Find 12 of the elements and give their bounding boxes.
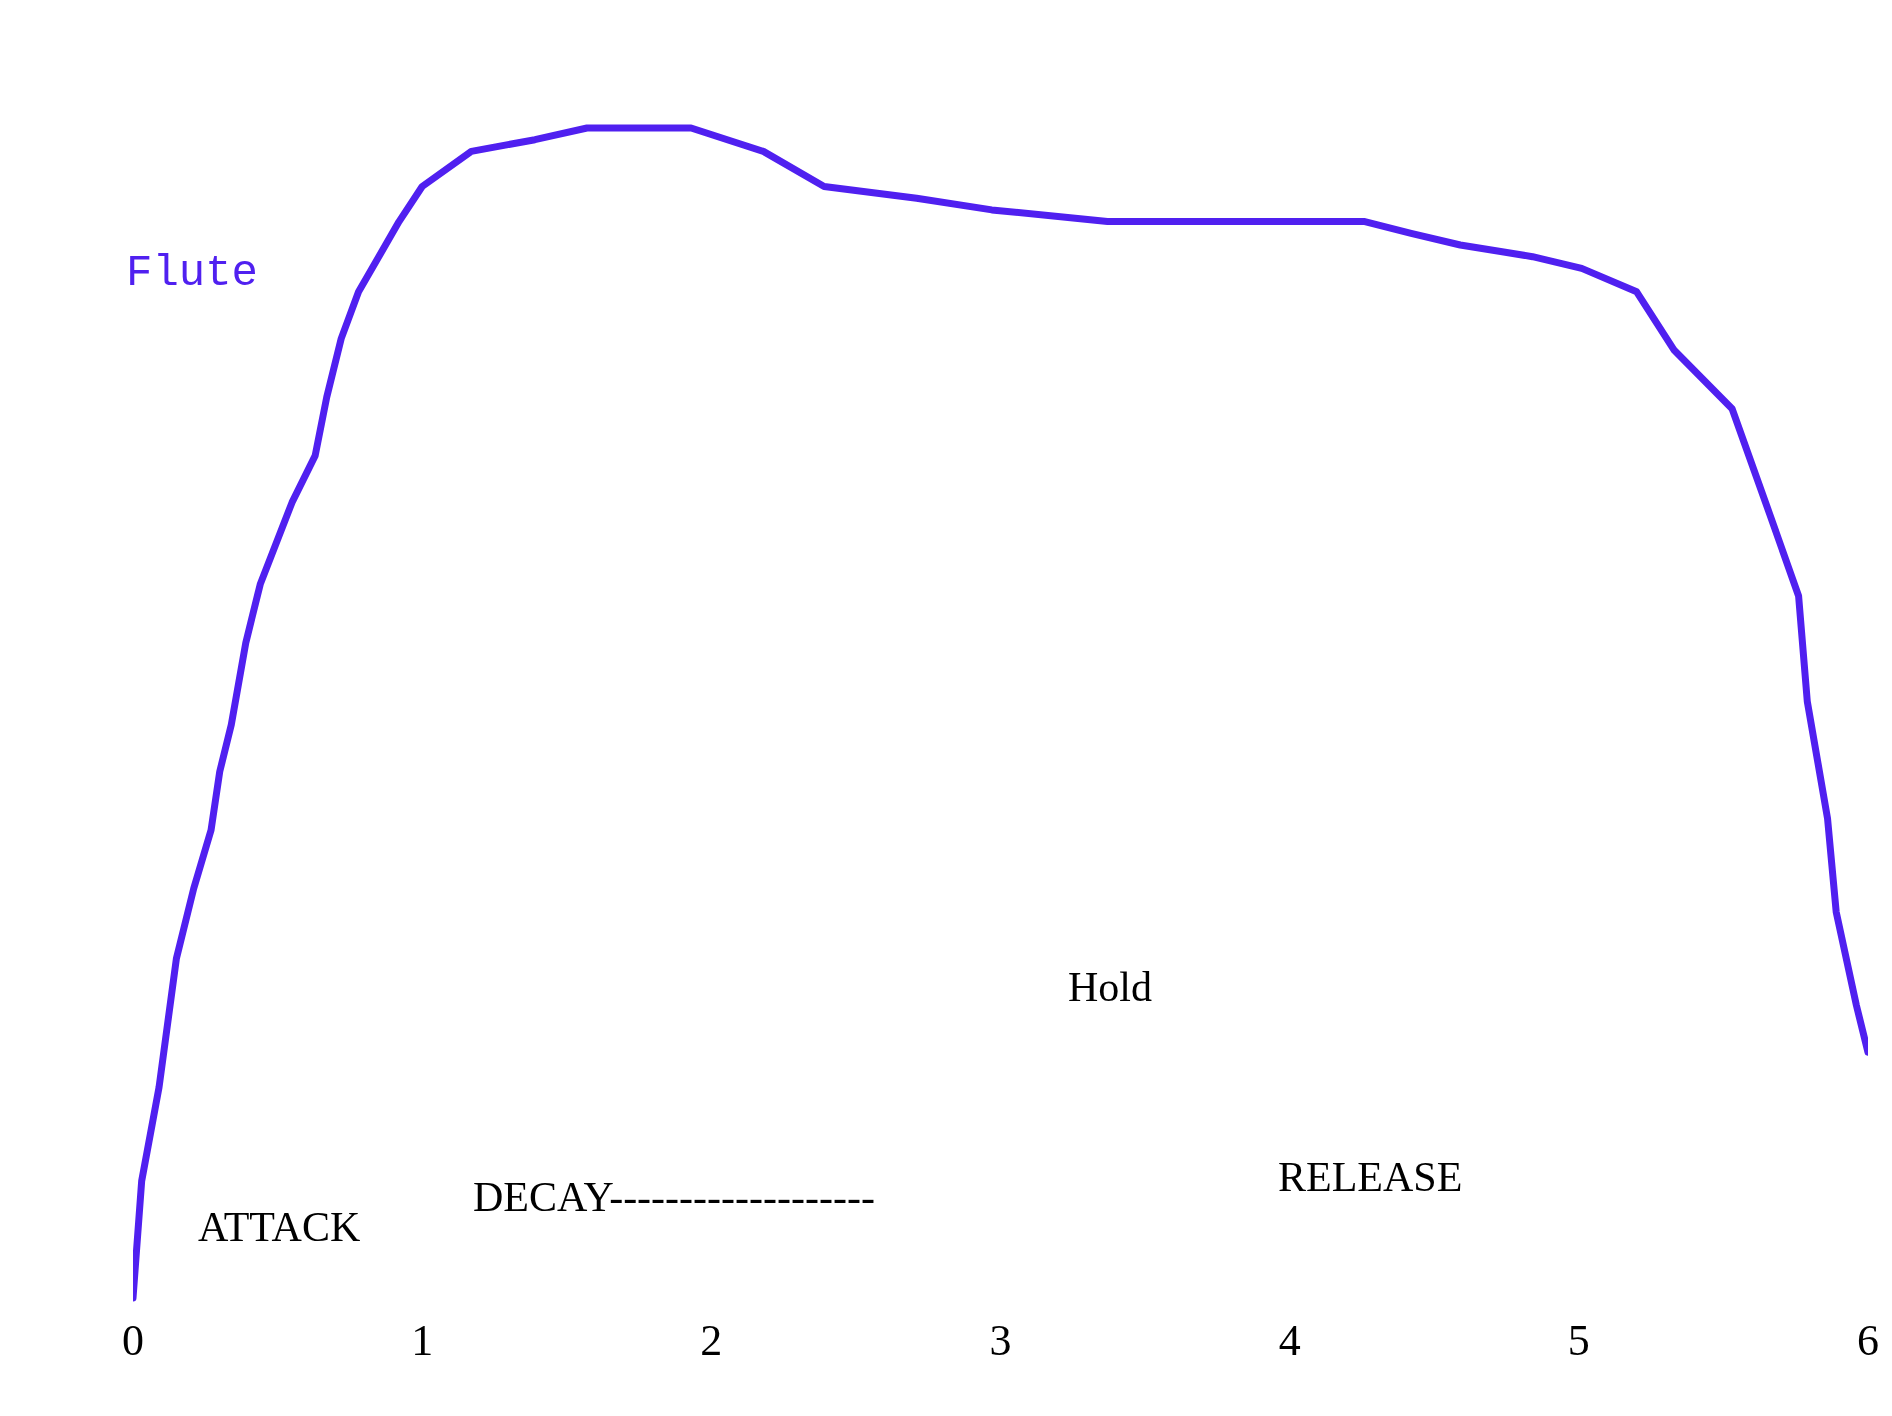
x-tick-label: 3 xyxy=(989,1316,1012,1366)
x-tick-label: 6 xyxy=(1857,1316,1879,1366)
x-tick-label: 2 xyxy=(700,1316,723,1366)
annotation: RELEASE xyxy=(1278,1153,1463,1201)
annotation: Hold xyxy=(1068,963,1152,1011)
annotation: ATTACK xyxy=(198,1203,361,1251)
x-tick-label: 0 xyxy=(122,1316,144,1366)
text: Flute xyxy=(126,248,259,298)
x-tick-label: 4 xyxy=(1278,1316,1301,1366)
x-tick-label: 1 xyxy=(411,1316,434,1366)
x-tick-label: 5 xyxy=(1567,1316,1590,1366)
annotation: DECAY------------------- xyxy=(473,1173,875,1221)
